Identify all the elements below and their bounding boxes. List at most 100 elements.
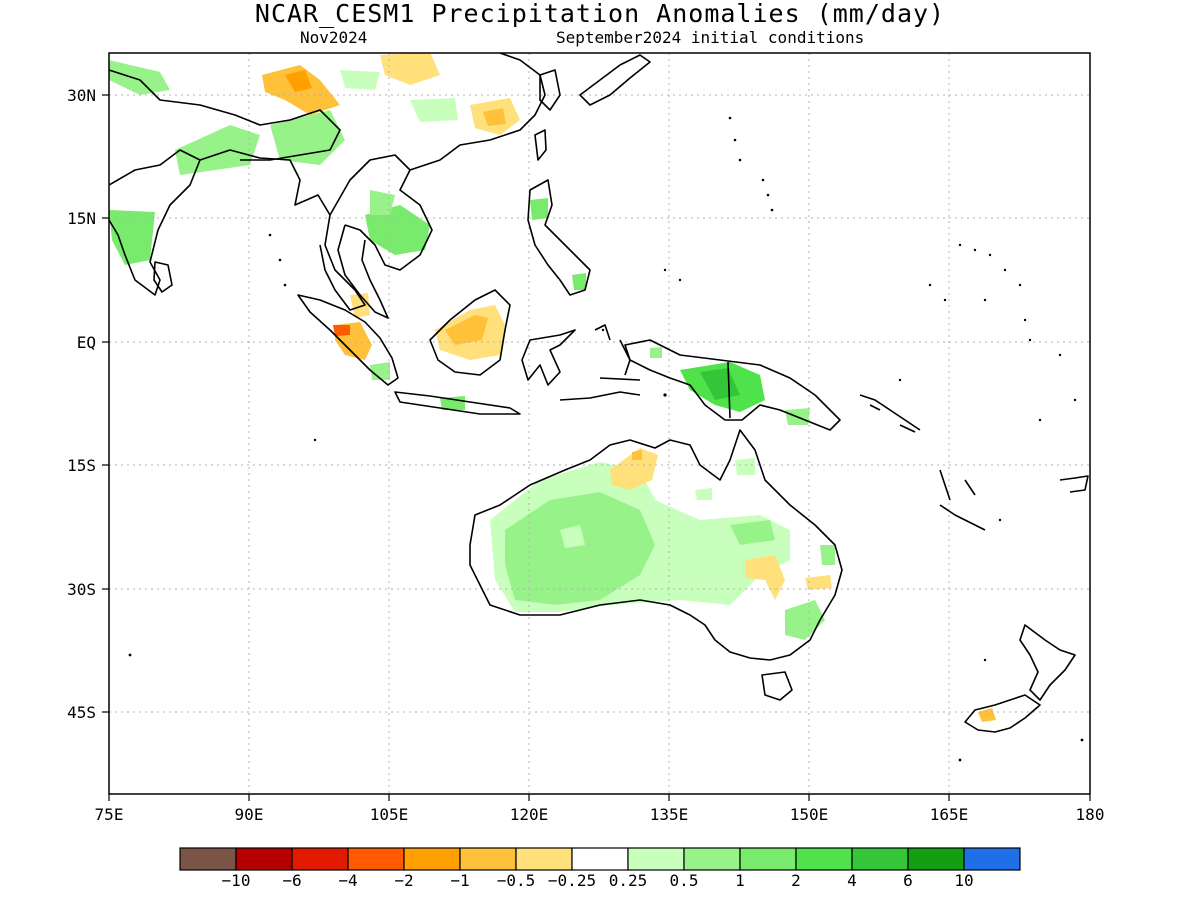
coastline-nz-south xyxy=(964,694,1041,733)
anomaly-patch-borneo-dry-inner xyxy=(445,315,488,345)
coastline-maluku xyxy=(594,324,631,376)
anomaly-patch-luzon xyxy=(530,198,548,220)
colorbar-swatch xyxy=(459,847,517,871)
anomaly-patch-indochina-north xyxy=(370,190,395,215)
colorbar-label: 10 xyxy=(954,871,974,890)
colorbar-swatch xyxy=(627,847,685,871)
colorbar-swatch xyxy=(795,847,853,871)
anomaly-patch-china-north xyxy=(380,53,440,85)
colorbar-swatch xyxy=(739,847,797,871)
x-tick-label: 90E xyxy=(235,805,264,824)
colorbar-label: −0.5 xyxy=(496,871,536,890)
coastline-vanuatu xyxy=(939,469,976,501)
coastline-philippines xyxy=(527,179,591,296)
x-tick-label: 180 xyxy=(1076,805,1105,824)
colorbar-swatch xyxy=(851,847,909,871)
anomaly-patch-india-west-small xyxy=(109,60,170,95)
colorbar-swatch xyxy=(347,847,405,871)
x-tick-label: 135E xyxy=(650,805,689,824)
colorbar-label: −10 xyxy=(221,871,251,890)
x-tick-label: 150E xyxy=(790,805,829,824)
anomaly-patch-australia-wet-inner xyxy=(505,492,655,605)
coastline-sumatra xyxy=(297,294,399,386)
anomaly-patch-himalaya xyxy=(270,110,345,165)
coastline-new-guinea-border xyxy=(727,361,731,419)
colorbar-label: −4 xyxy=(338,871,358,890)
y-tick-label: 15S xyxy=(67,456,96,475)
anomaly-patch-indochina xyxy=(365,205,430,255)
colorbar-swatch xyxy=(235,847,293,871)
colorbar-swatch xyxy=(515,847,573,871)
coastline-korea xyxy=(539,69,561,111)
coastline-sulawesi xyxy=(521,329,576,386)
coastline-java xyxy=(394,391,521,415)
anomaly-patch-sumatra-dry-inner xyxy=(333,325,350,336)
colorbar-swatch xyxy=(963,847,1021,871)
anomaly-patch-gulf xyxy=(695,488,712,500)
colorbar-label: 4 xyxy=(847,871,857,890)
y-tick-label: 45S xyxy=(67,703,96,722)
tick-marks xyxy=(102,94,1091,801)
anomaly-patch-australia-central-light xyxy=(560,525,585,548)
anomaly-patch-sumatra-south xyxy=(370,362,390,380)
coastline-japan xyxy=(579,54,651,106)
x-tick-label: 75E xyxy=(95,805,124,824)
anomaly-patch-australia-east-wet xyxy=(730,520,775,545)
valid-month-label: Nov2024 xyxy=(300,28,368,47)
colorbar-swatch xyxy=(403,847,461,871)
y-tick-label: 30S xyxy=(67,580,96,599)
anomaly-patch-new-zealand xyxy=(978,708,996,722)
coastline-taiwan xyxy=(534,129,547,161)
x-tick-label: 165E xyxy=(930,805,969,824)
anomaly-patch-china-wet-2 xyxy=(410,98,458,122)
colorbar-swatch xyxy=(683,847,741,871)
colorbar-swatch xyxy=(571,847,629,871)
y-tick-label: EQ xyxy=(77,333,96,352)
coastline-borneo xyxy=(429,289,511,376)
x-tick-label: 105E xyxy=(370,805,409,824)
coastline-tasmania xyxy=(761,671,793,701)
coastline-fiji xyxy=(1059,475,1089,493)
colorbar-swatch xyxy=(291,847,349,871)
coastlines xyxy=(109,53,1089,733)
colorbar-label: 2 xyxy=(791,871,801,890)
anomaly-patch-mindanao xyxy=(572,273,586,290)
anomaly-patch-west-india xyxy=(109,210,155,265)
colorbar-label: 0.5 xyxy=(669,871,699,890)
grid-lines xyxy=(109,53,1090,794)
map-title: NCAR_CESM1 Precipitation Anomalies (mm/d… xyxy=(254,0,946,28)
coastline-himalaya-border xyxy=(109,69,341,161)
coastline-new-caledonia xyxy=(939,504,986,531)
anomaly-patch-new-guinea-inner xyxy=(700,368,740,400)
anomaly-patch-sumatra-north xyxy=(350,293,370,318)
coastline-malay-peninsula xyxy=(337,224,389,319)
colorbar-label: 6 xyxy=(903,871,913,890)
anomaly-patch-australia-se-wet xyxy=(785,600,825,640)
anomaly-patch-australia-east-coast xyxy=(820,545,835,565)
colorbar-label: −0.25 xyxy=(547,871,597,890)
colorbar-label: −6 xyxy=(282,871,302,890)
coastline-new-guinea xyxy=(624,339,841,431)
x-tick-label: 120E xyxy=(510,805,549,824)
anomaly-patch-top-end-dry-inner xyxy=(632,450,642,460)
colorbar-label: −1 xyxy=(450,871,470,890)
colorbar-label: 0.25 xyxy=(608,871,648,890)
initial-conditions-label: September2024 initial conditions xyxy=(556,28,865,47)
anomaly-patch-tibet-dry-inner xyxy=(285,70,312,92)
anomaly-patch-china-wet xyxy=(340,70,380,90)
colorbar xyxy=(179,847,1021,871)
anomaly-patch-east-china-dry-inner xyxy=(483,108,506,126)
colorbar-label: −2 xyxy=(394,871,414,890)
anomaly-patch-new-guinea-west xyxy=(650,347,662,358)
anomaly-patch-top-end-dry xyxy=(610,448,658,490)
anomaly-patch-cape-york xyxy=(735,458,755,475)
coastline-timor xyxy=(559,377,641,401)
anomaly-patch-nsw-dry xyxy=(805,575,832,590)
anomaly-patch-north-india xyxy=(175,125,260,175)
colorbar-swatch xyxy=(179,847,237,871)
colorbar-swatch xyxy=(907,847,965,871)
coastline-nz-north xyxy=(1019,624,1076,701)
anomaly-patch-java xyxy=(440,396,465,410)
plot-frame xyxy=(108,52,1091,795)
